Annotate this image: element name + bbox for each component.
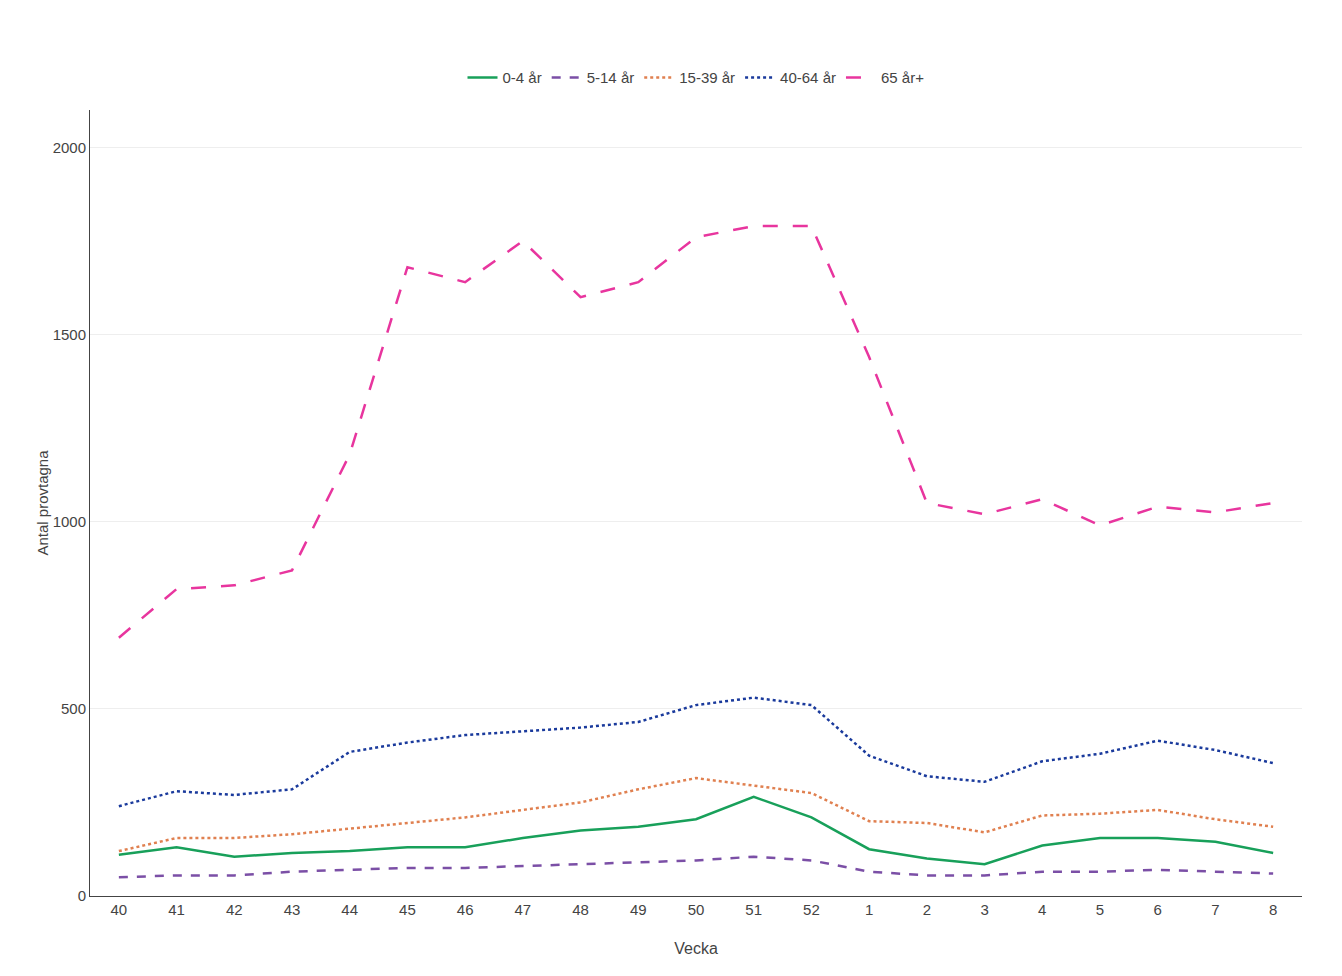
svg-text:6: 6 (1154, 901, 1162, 918)
svg-text:48: 48 (572, 901, 589, 918)
svg-text:15-39 år: 15-39 år (679, 69, 735, 86)
svg-text:43: 43 (284, 901, 301, 918)
svg-text:47: 47 (515, 901, 532, 918)
svg-text:5: 5 (1096, 901, 1104, 918)
svg-text:52: 52 (803, 901, 820, 918)
svg-text:500: 500 (61, 700, 86, 717)
svg-text:42: 42 (226, 901, 243, 918)
svg-text:40: 40 (111, 901, 128, 918)
svg-text:44: 44 (341, 901, 358, 918)
svg-text:65 år+: 65 år+ (881, 69, 924, 86)
svg-text:46: 46 (457, 901, 474, 918)
svg-text:3: 3 (980, 901, 988, 918)
svg-text:45: 45 (399, 901, 416, 918)
svg-text:2: 2 (923, 901, 931, 918)
svg-text:40-64 år: 40-64 år (780, 69, 836, 86)
svg-text:1500: 1500 (53, 326, 86, 343)
svg-text:4: 4 (1038, 901, 1046, 918)
svg-text:Vecka: Vecka (674, 940, 718, 957)
svg-text:1: 1 (865, 901, 873, 918)
svg-text:49: 49 (630, 901, 647, 918)
svg-text:7: 7 (1211, 901, 1219, 918)
svg-text:51: 51 (745, 901, 762, 918)
svg-text:50: 50 (688, 901, 705, 918)
svg-text:2000: 2000 (53, 139, 86, 156)
svg-text:5-14 år: 5-14 år (587, 69, 635, 86)
svg-text:41: 41 (168, 901, 185, 918)
svg-text:0-4 år: 0-4 år (503, 69, 542, 86)
svg-text:1000: 1000 (53, 513, 86, 530)
svg-text:0: 0 (78, 887, 86, 904)
svg-text:8: 8 (1269, 901, 1277, 918)
svg-text:Antal provtagna: Antal provtagna (34, 450, 51, 556)
